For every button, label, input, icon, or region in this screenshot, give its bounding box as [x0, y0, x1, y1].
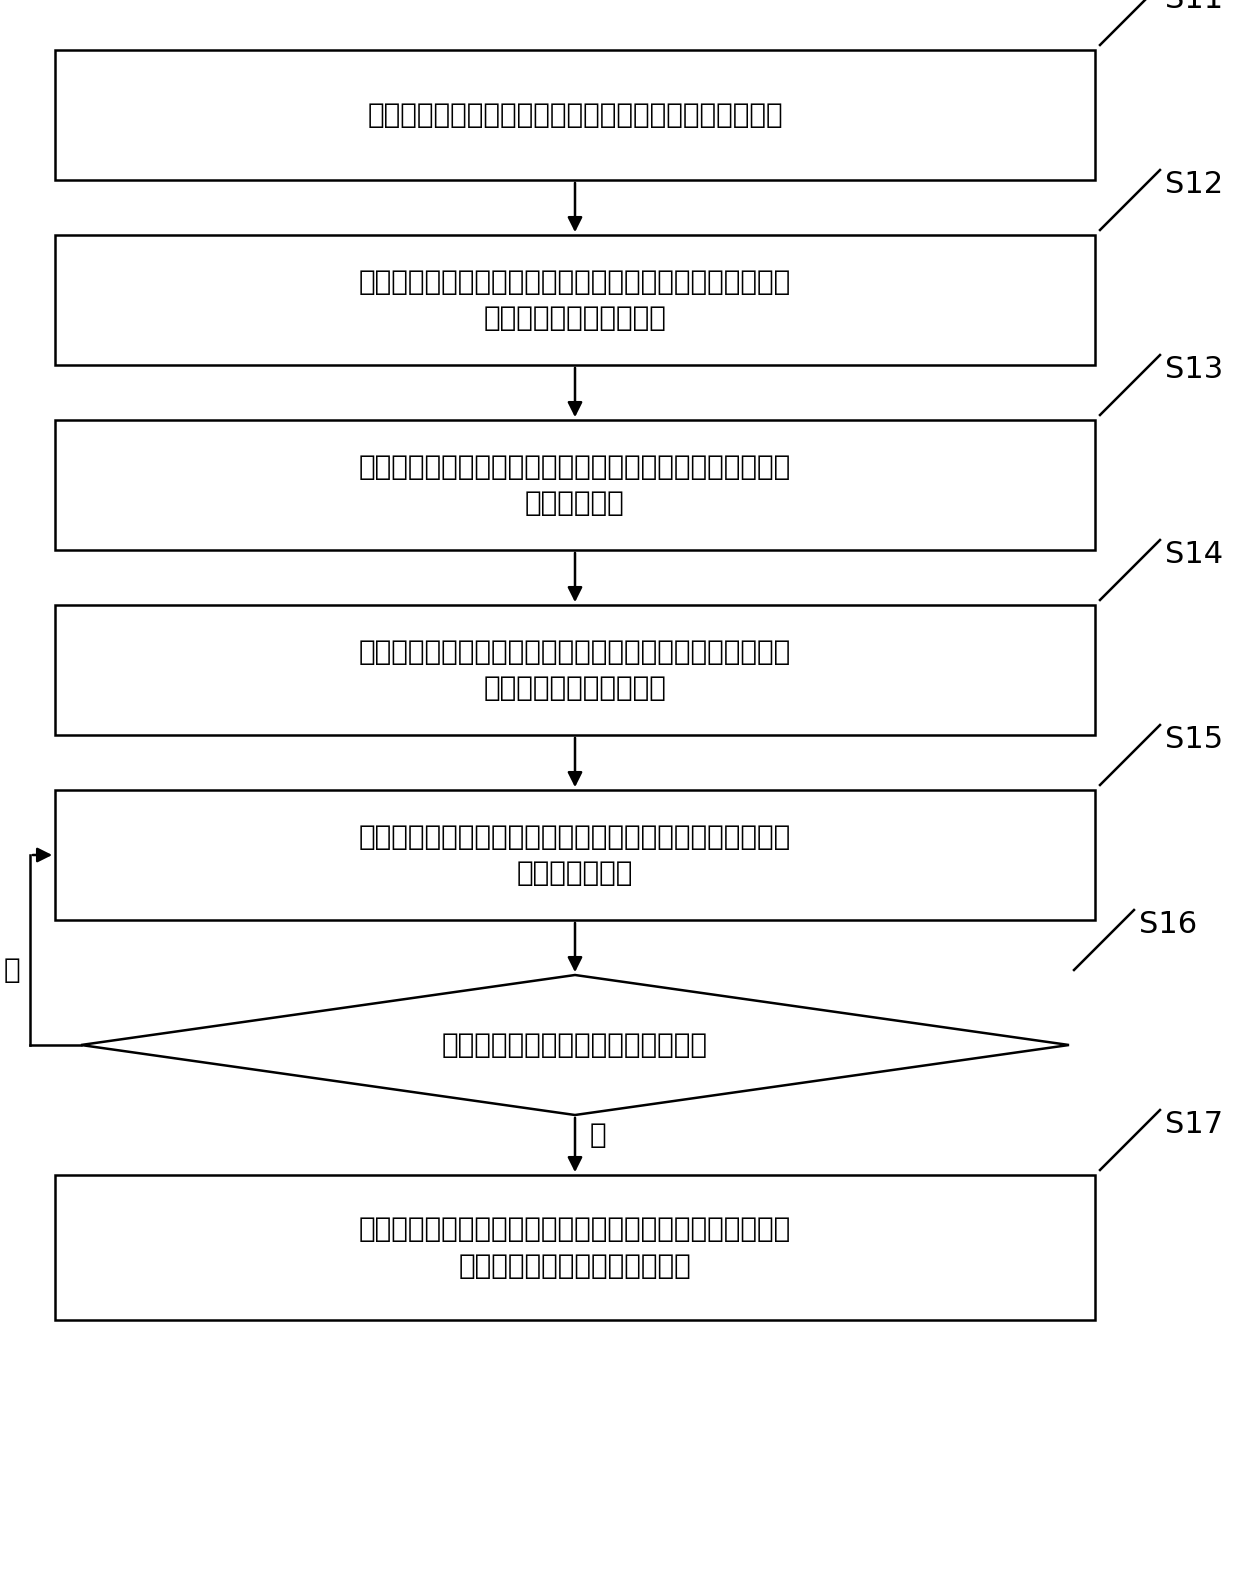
Polygon shape [81, 975, 1069, 1115]
Bar [55, 234, 1095, 365]
Text: S11: S11 [1166, 0, 1223, 14]
Text: S12: S12 [1166, 170, 1223, 200]
Text: S17: S17 [1166, 1110, 1223, 1140]
Text: 获取所述机器人的故障类型，将所述故障类型推送至管理用
户终端进行故障警报的实时显示: 获取所述机器人的故障类型，将所述故障类型推送至管理用 户终端进行故障警报的实时显… [358, 1215, 791, 1280]
Bar [55, 1174, 1095, 1320]
Bar [55, 50, 1095, 181]
Text: 否: 否 [4, 956, 20, 984]
Bar [55, 420, 1095, 550]
Text: S16: S16 [1140, 910, 1197, 938]
Text: 基于主成分析算法对所述信号的状态特征数据进行融合，获
取机器人的运行状态特征: 基于主成分析算法对所述信号的状态特征数据进行融合，获 取机器人的运行状态特征 [358, 638, 791, 703]
Text: 基于时域分析和频域分析对信号进行特征提取，获取信号的
状态特征数据: 基于时域分析和频域分析对信号进行特征提取，获取信号的 状态特征数据 [358, 453, 791, 517]
Text: S14: S14 [1166, 541, 1223, 569]
Text: S15: S15 [1166, 725, 1223, 755]
Text: 基于各传感器采集机器人状态信号以及作业环境状态信号: 基于各传感器采集机器人状态信号以及作业环境状态信号 [367, 101, 782, 129]
Text: S13: S13 [1166, 355, 1223, 384]
Text: 是: 是 [590, 1121, 606, 1149]
Text: 将所述机器人的运行状态特征代入故障判别模型库中存储的
故障诊断模型中: 将所述机器人的运行状态特征代入故障判别模型库中存储的 故障诊断模型中 [358, 822, 791, 888]
Bar [55, 605, 1095, 736]
Text: 对采集到的机器人状态信号以及作业环境状态信号进行预处
理，获取预处理后的信号: 对采集到的机器人状态信号以及作业环境状态信号进行预处 理，获取预处理后的信号 [358, 267, 791, 332]
Bar [55, 791, 1095, 920]
Text: 判断所述机器人当前是否已出现故障: 判断所述机器人当前是否已出现故障 [441, 1031, 708, 1060]
